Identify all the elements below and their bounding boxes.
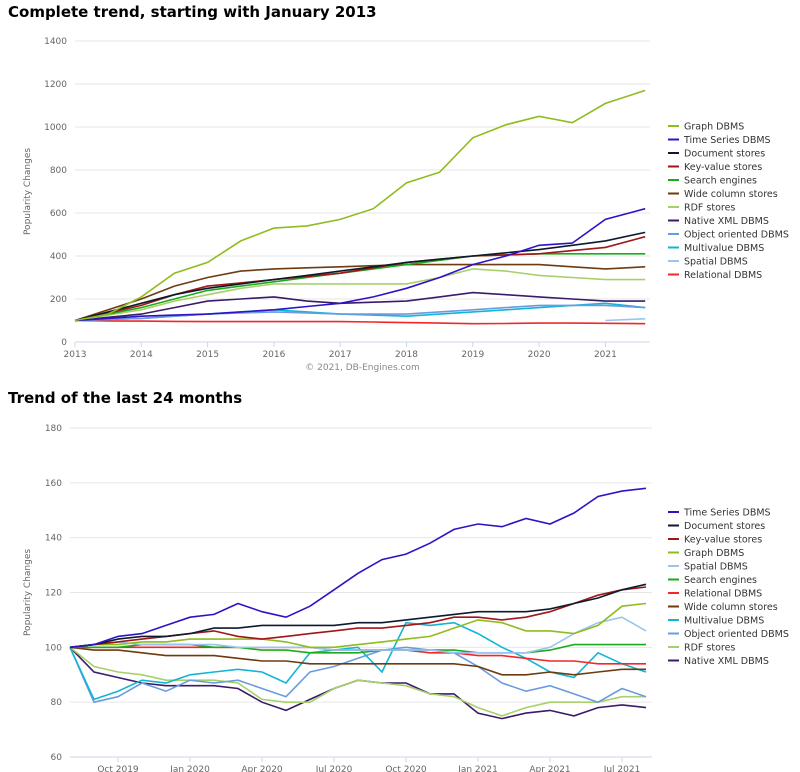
y-tick-label: 800: [50, 166, 67, 176]
series-line-wide-column-stores: [69, 646, 646, 676]
y-tick-label: 1000: [44, 123, 67, 133]
legend-item: Native XML DBMS: [684, 656, 769, 667]
x-tick-label: Jan 2021: [457, 765, 498, 772]
y-tick-label: 200: [50, 295, 67, 305]
legend-item: Wide column stores: [684, 189, 778, 200]
x-tick-label: 2013: [64, 350, 87, 360]
y-tick-label: 100: [45, 643, 62, 653]
legend-item: Document stores: [684, 149, 765, 160]
x-tick-label: 2020: [528, 350, 551, 360]
series-line-spatial-dbms: [605, 318, 646, 322]
legend-item: RDF stores: [684, 643, 735, 654]
legend-item: Document stores: [684, 521, 765, 532]
y-tick-label: 0: [61, 338, 67, 348]
x-tick-label: Apr 2021: [529, 765, 570, 772]
legend-item: Object oriented DBMS: [684, 629, 789, 640]
series-line-spatial-dbms: [69, 616, 647, 654]
series-line-key-value-stores: [74, 235, 646, 322]
y-tick-label: 1400: [44, 37, 67, 47]
series-line-object-oriented-dbms: [69, 646, 647, 704]
y-tick-label: 1200: [44, 80, 67, 90]
y-tick-label: 140: [45, 534, 62, 544]
legend-item: RDF stores: [684, 203, 735, 214]
legend-item: Wide column stores: [684, 602, 778, 613]
legend-item: Search engines: [684, 575, 757, 586]
series-line-graph-dbms: [74, 89, 646, 322]
legend-item: Relational DBMS: [684, 589, 762, 600]
series-line-search-engines: [70, 643, 646, 654]
x-tick-label: 2014: [130, 350, 153, 360]
legend-item: Graph DBMS: [684, 548, 744, 559]
x-tick-label: Jul 2021: [603, 765, 641, 772]
x-tick-label: Apr 2020: [241, 765, 283, 772]
series-line-document-stores: [69, 583, 647, 649]
x-tick-label: 2015: [196, 350, 219, 360]
y-axis-label: Popularity Changes: [23, 549, 33, 636]
legend-item: Key-value stores: [684, 162, 762, 173]
legend-item: Native XML DBMS: [684, 216, 769, 227]
x-tick-label: 2017: [329, 350, 352, 360]
series-line-rdf-stores: [74, 268, 646, 322]
x-tick-label: Oct 2020: [385, 765, 427, 772]
credit: © 2021, DB-Engines.com: [305, 363, 419, 373]
legend-item: Search engines: [684, 176, 757, 187]
legend-item: Spatial DBMS: [684, 562, 748, 573]
series-line-key-value-stores: [69, 586, 647, 649]
legend-item: Key-value stores: [684, 535, 762, 546]
legend-item: Object oriented DBMS: [684, 230, 789, 241]
chart-title-complete: Complete trend, starting with January 20…: [8, 3, 377, 21]
y-tick-label: 400: [50, 252, 67, 262]
y-tick-label: 80: [51, 698, 63, 708]
x-tick-label: 2021: [594, 350, 617, 360]
series-line-document-stores: [74, 231, 646, 322]
series-line-native-xml-dbms: [74, 291, 646, 322]
series-line-time-series-dbms: [74, 207, 646, 322]
x-tick-label: 2016: [262, 350, 285, 360]
legend-item: Time Series DBMS: [683, 135, 771, 146]
legend-item: Multivalue DBMS: [684, 616, 764, 627]
legend-item: Multivalue DBMS: [684, 243, 764, 254]
legend-item: Spatial DBMS: [684, 257, 748, 268]
last-24-months-chart: 60 80 100 120 140 160 180 Oct 2019 Jan 2020 Apr 2…: [23, 424, 789, 772]
legend-item: Relational DBMS: [684, 270, 762, 281]
y-tick-label: 120: [45, 589, 62, 599]
legend-item: Time Series DBMS: [683, 508, 771, 519]
chart-title-24-months: Trend of the last 24 months: [8, 389, 243, 407]
series-line-object-oriented-dbms: [74, 304, 646, 322]
series-line-relational-dbms: [74, 319, 646, 325]
y-tick-label: 160: [45, 479, 62, 489]
y-tick-label: 180: [45, 424, 62, 434]
x-tick-label: 2019: [461, 350, 484, 360]
x-tick-label: Jul 2020: [315, 765, 353, 772]
series-line-rdf-stores: [69, 646, 646, 717]
series-line-time-series-dbms: [69, 487, 647, 649]
y-axis-label: Popularity Changes: [23, 148, 33, 235]
series-line-wide-column-stores: [74, 263, 646, 322]
y-tick-label: 60: [51, 753, 63, 763]
legend-item: Graph DBMS: [684, 122, 744, 133]
x-tick-label: Jan 2020: [169, 765, 210, 772]
y-tick-label: 600: [50, 209, 67, 219]
series-line-graph-dbms: [69, 602, 647, 649]
x-tick-label: 2018: [395, 350, 418, 360]
complete-trend-chart: 0 200 400 600 800 1000 1200 1400 2013 2014 2015 201…: [23, 37, 789, 373]
x-tick-label: Oct 2019: [97, 765, 139, 772]
